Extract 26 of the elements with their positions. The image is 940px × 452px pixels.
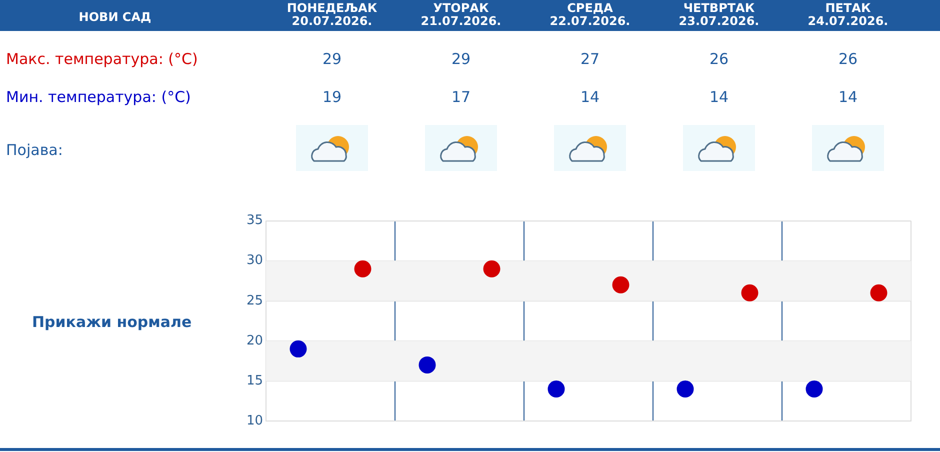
- data-label: 29: [322, 50, 342, 68]
- data-label: 14: [838, 88, 858, 106]
- text: ПОНЕДЕЉАК 20.07.2026.: [286, 1, 378, 28]
- y-tick-label: 10: [246, 413, 263, 428]
- text: Појава:: [6, 141, 63, 159]
- y-tick-label: 35: [246, 213, 263, 228]
- data-label: 29: [451, 50, 471, 68]
- text: Мин. температура: (°C): [6, 88, 191, 106]
- y-tick-label: 20: [246, 333, 263, 348]
- data-label: 27: [580, 50, 600, 68]
- y-tick-label: 30: [246, 253, 263, 268]
- data-label: 19: [322, 88, 342, 106]
- y-tick-label: 25: [246, 293, 263, 308]
- text: НОВИ САД: [78, 10, 152, 24]
- text: ПЕТАК 24.07.2026.: [806, 1, 890, 28]
- y-tick-label: 15: [246, 373, 263, 388]
- data-label: 14: [580, 88, 600, 106]
- text: СРЕДА 22.07.2026.: [548, 1, 632, 28]
- text: ЧЕТВРТАК 23.07.2026.: [678, 1, 760, 28]
- text: УТОРАК 21.07.2026.: [420, 1, 502, 28]
- data-label: 14: [709, 88, 729, 106]
- data-label: 26: [838, 50, 858, 68]
- data-label: 17: [451, 88, 471, 106]
- data-label: 26: [709, 50, 729, 68]
- text: Макс. температура: (°C): [6, 50, 198, 68]
- text: Прикажи нормале: [32, 313, 192, 331]
